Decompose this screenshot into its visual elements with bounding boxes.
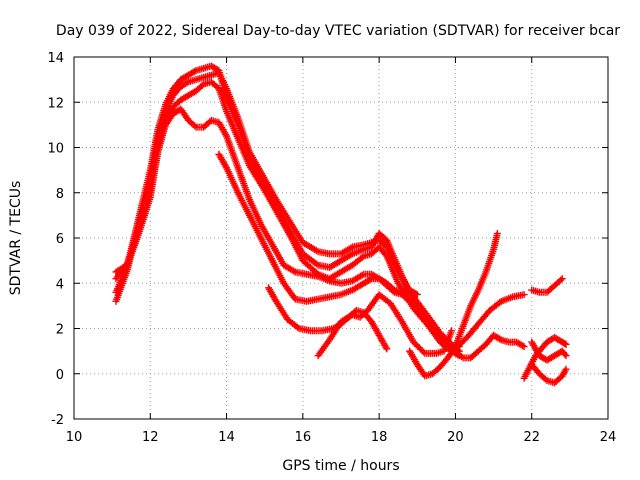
y-tick-label: 10 [47, 142, 64, 157]
y-tick-label: 2 [56, 323, 64, 338]
series-track-i [451, 291, 528, 353]
data-point-marker [493, 229, 501, 237]
x-tick-label: 22 [523, 430, 540, 445]
data-point-marker [191, 122, 199, 130]
y-tick-label: 12 [47, 96, 64, 111]
x-tick-label: 18 [371, 430, 388, 445]
data-point-marker [458, 353, 466, 361]
x-tick-label: 12 [142, 430, 159, 445]
data-markers [112, 62, 570, 387]
y-axis-label: SDTVAR / TECUs [8, 181, 24, 296]
data-point-marker [562, 352, 570, 360]
y-tick-label: 0 [56, 368, 64, 383]
y-tick-label: -2 [51, 413, 64, 428]
data-point-marker [561, 350, 569, 358]
plot-frame [73, 56, 609, 420]
series-track-m [528, 275, 566, 296]
series-track-l [528, 361, 570, 387]
data-point-marker [448, 327, 456, 335]
series-track-g [314, 291, 456, 360]
data-point-marker [496, 335, 504, 343]
data-point-marker [366, 276, 374, 284]
y-tick-label: 4 [56, 277, 64, 292]
chart-title: Day 039 of 2022, Sidereal Day-to-day VTE… [56, 23, 620, 39]
series-track-h [406, 229, 501, 380]
data-point-marker [561, 340, 569, 348]
grid-lines [74, 57, 608, 419]
x-tick-label: 10 [66, 430, 83, 445]
x-axis-label: GPS time / hours [282, 458, 399, 474]
data-point-marker [191, 67, 199, 75]
data-point-marker [519, 342, 527, 350]
data-point-marker [183, 79, 191, 87]
y-tick-label: 8 [56, 187, 64, 202]
x-tick-label: 14 [218, 430, 235, 445]
data-point-marker [557, 276, 565, 284]
data-point-marker [412, 290, 420, 298]
series-track-k [528, 338, 570, 364]
x-tick-label: 24 [600, 430, 617, 445]
y-tick-label: 6 [56, 232, 64, 247]
series-track-e [215, 150, 528, 362]
data-point-marker [562, 340, 570, 348]
data-point-marker [520, 343, 528, 351]
data-point-marker [419, 348, 427, 356]
series-track-d [112, 105, 421, 299]
x-tick-label: 16 [295, 430, 312, 445]
data-point-marker [383, 345, 391, 353]
data-point-marker [562, 365, 570, 373]
data-point-marker [558, 275, 566, 283]
y-tick-label: 14 [47, 51, 64, 66]
data-point-marker [520, 291, 528, 299]
series-track-j [520, 334, 570, 382]
x-tick-label: 20 [447, 430, 464, 445]
data-point-marker [413, 291, 421, 299]
